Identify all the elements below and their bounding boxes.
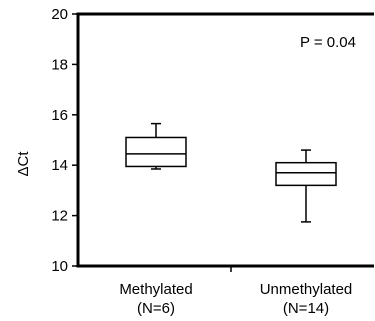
y-tick-label: 12 — [51, 208, 68, 225]
y-axis-title: ΔCt — [15, 151, 32, 177]
box-series — [125, 122, 337, 223]
x-category-count: (N=6) — [137, 300, 175, 317]
box-iqr — [275, 161, 337, 187]
y-axis: 10 12 14 16 18 20 — [51, 6, 78, 275]
x-category-count: (N=14) — [283, 300, 329, 317]
y-tick-label: 10 — [51, 258, 68, 275]
y-tick-label: 18 — [51, 56, 68, 73]
x-category-label: Unmethylated — [260, 281, 353, 298]
box-iqr — [125, 136, 187, 168]
y-tick-label: 16 — [51, 107, 68, 124]
y-tick-label: 20 — [51, 6, 68, 23]
x-category-label: Methylated — [119, 281, 192, 298]
plot-frame — [76, 12, 374, 268]
y-tick-label: 14 — [51, 157, 68, 174]
p-value-annotation: P = 0.04 — [300, 34, 356, 51]
box-unmethylated — [275, 149, 337, 223]
x-axis: Methylated (N=6) Unmethylated (N=14) — [119, 266, 352, 317]
box-methylated — [125, 122, 187, 170]
